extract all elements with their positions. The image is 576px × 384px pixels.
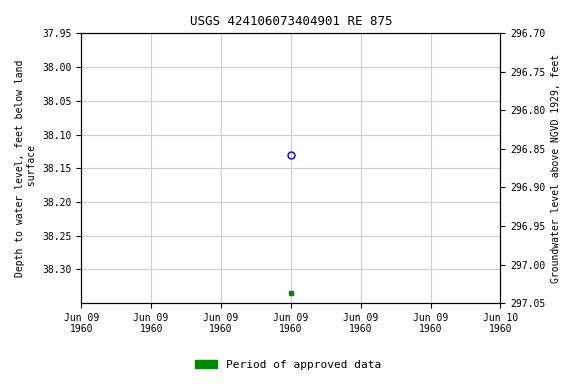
Y-axis label: Depth to water level, feet below land
 surface: Depth to water level, feet below land su… [15,60,37,277]
Legend: Period of approved data: Period of approved data [191,356,385,375]
Y-axis label: Groundwater level above NGVD 1929, feet: Groundwater level above NGVD 1929, feet [551,54,561,283]
Title: USGS 424106073404901 RE 875: USGS 424106073404901 RE 875 [190,15,392,28]
